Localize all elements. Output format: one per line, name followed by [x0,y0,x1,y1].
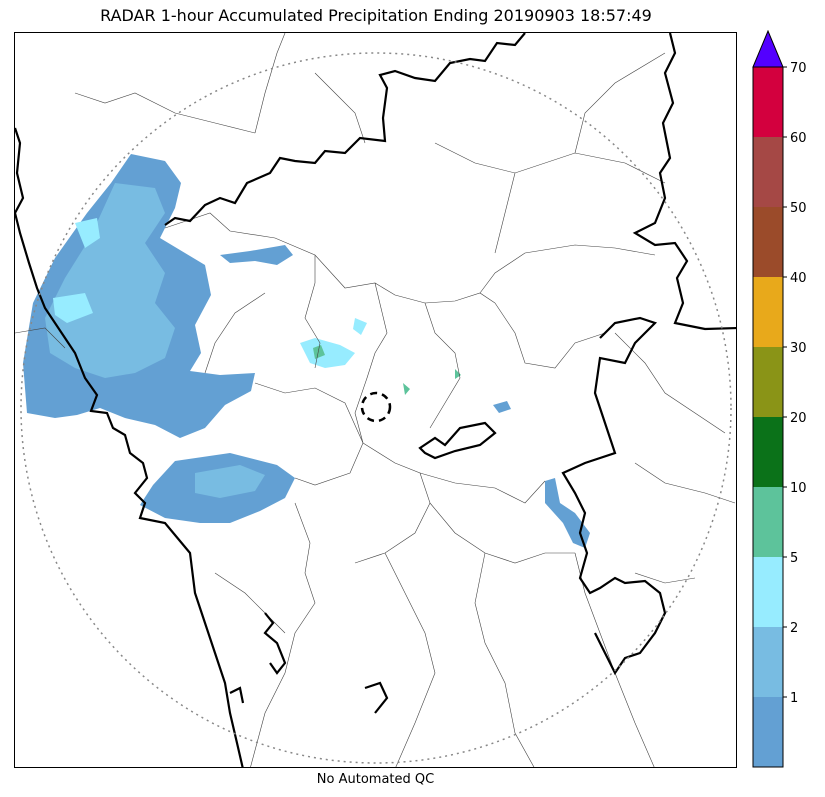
colorbar-segment [753,697,783,767]
enclave-boundary [418,421,497,460]
south-enclave-3 [229,686,245,704]
colorbar-tick-label: 70 [790,61,807,76]
colorbar-tick-label: 5 [790,551,798,566]
colorbar-segment [753,277,783,347]
colorbar-segment [753,137,783,207]
map-title: RADAR 1-hour Accumulated Precipitation E… [100,6,652,25]
colorbar-segment [753,347,783,417]
precip-area-west-inner [45,183,175,378]
precip-area-southwest-inner [195,465,265,498]
west-coast [15,127,244,767]
precip-area-west-core [53,218,100,323]
colorbar-outline [752,66,784,768]
colorbar-tick-label: 20 [790,411,807,426]
colorbar-tick-label: 1 [790,691,798,706]
state-boundaries [15,33,736,767]
precip-area-center-speckles [300,318,367,368]
qc-footer: No Automated QC [316,772,435,787]
colorbar-segment [753,207,783,277]
colorbar-segment [753,487,783,557]
radar-site-marker [360,391,392,423]
north-boundary [164,33,526,226]
colorbar-tick-label: 30 [790,341,807,356]
radar-map[interactable] [14,32,737,768]
colorbar-segment [753,557,783,627]
colorbar: 1 2 5 10 20 30 40 50 60 70 [752,30,807,768]
colorbar-tick-label: 10 [790,481,807,496]
precip-area-east [545,478,590,548]
east-lower-boundary [561,316,667,676]
precip-area-center-small [493,401,511,413]
radar-range-ring [20,52,732,764]
colorbar-segment [753,67,783,137]
colorbar-segment [753,627,783,697]
colorbar-segment [753,417,783,487]
colorbar-tick-label: 40 [790,271,807,286]
map-svg [15,33,736,767]
colorbar-tick-label: 2 [790,621,798,636]
south-enclave-2 [364,681,389,714]
colorbar-tick-label: 50 [790,201,807,216]
south-enclave-1 [263,612,287,675]
east-boundary [632,33,736,331]
precip-area-north-small [220,245,293,265]
colorbar-extend-arrow [752,30,784,68]
colorbar-tick-label: 60 [790,131,807,146]
district-boundaries [15,33,736,767]
